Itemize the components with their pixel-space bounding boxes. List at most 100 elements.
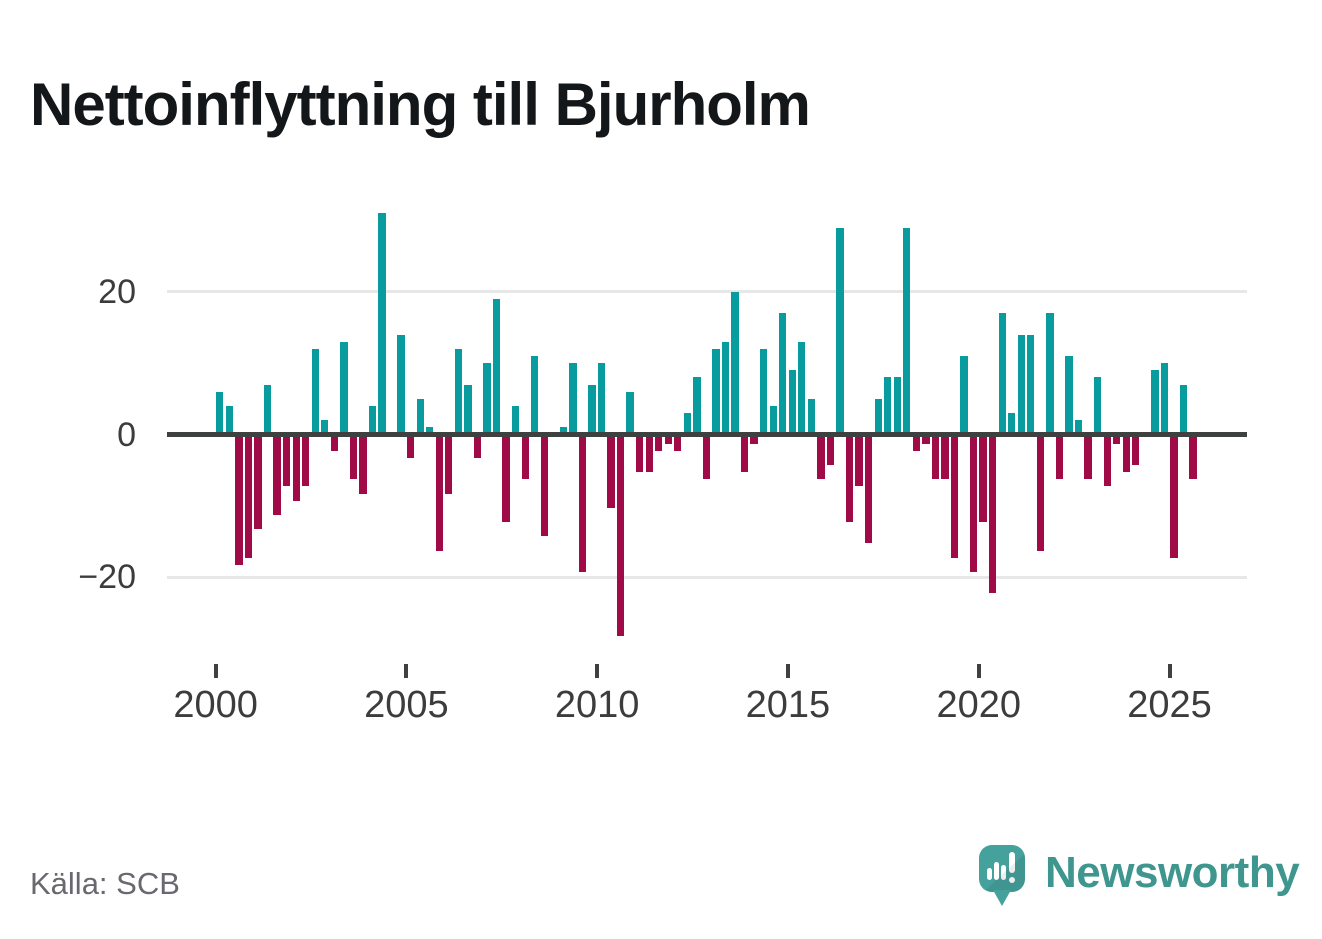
bar-2013-q3 [731, 291, 739, 437]
bar-2012-q2 [683, 413, 691, 437]
bar-2025-q2 [1179, 384, 1188, 437]
bar-2003-q1 [330, 434, 338, 451]
bar-2005-q3 [426, 427, 434, 437]
bar-2004-q1 [368, 405, 377, 437]
bar-2006-q4 [473, 434, 482, 458]
newsworthy-speech-bubble-chart-icon [979, 845, 1025, 892]
bar-2003-q4 [359, 434, 367, 494]
bar-2017-q2 [874, 398, 882, 437]
gridline--20 [167, 575, 1247, 579]
bar-2010-q2 [607, 434, 615, 508]
bar-2009-q4 [588, 384, 596, 437]
x-axis-label-2000: 2000 [173, 684, 258, 726]
bar-2001-q1 [254, 434, 262, 530]
bar-2021-q4 [1046, 313, 1054, 437]
bar-2017-q1 [864, 434, 873, 544]
y-axis-label-0: 0 [117, 415, 136, 454]
bar-2023-q4 [1122, 434, 1130, 473]
bar-2021-q3 [1036, 434, 1045, 551]
bar-2012-q4 [702, 434, 711, 480]
x-axis-label-2005: 2005 [364, 684, 449, 726]
bar-2012-q1 [674, 434, 682, 451]
bar-2024-q4 [1160, 363, 1169, 437]
bar-2022-q4 [1084, 434, 1092, 480]
bar-2003-q3 [349, 434, 358, 480]
bar-2016-q2 [836, 227, 844, 437]
x-axis-tick-2005 [404, 664, 409, 678]
newsworthy-wordmark: Newsworthy [1045, 848, 1300, 897]
bar-2011-q3 [655, 434, 663, 451]
bar-2015-q3 [807, 398, 816, 437]
bar-2017-q3 [884, 377, 892, 437]
y-axis-label-20: 20 [98, 272, 136, 311]
x-axis-label-2025: 2025 [1127, 684, 1212, 726]
bar-2020-q4 [1008, 413, 1016, 437]
bar-2008-q2 [531, 356, 539, 437]
bar-2024-q1 [1132, 434, 1140, 466]
logo-exclamation-icon [1008, 852, 1015, 873]
bar-2020-q2 [989, 434, 997, 594]
bar-2003-q2 [340, 341, 348, 437]
bar-2025-q3 [1189, 434, 1197, 480]
x-axis-tick-2000 [213, 664, 218, 678]
bar-2018-q4 [931, 434, 940, 480]
logo-bubble-tail [993, 890, 1011, 906]
x-axis-zero-line [167, 432, 1247, 437]
x-axis-tick-2020 [976, 664, 981, 678]
bar-2009-q2 [569, 363, 577, 437]
bar-2018-q1 [903, 227, 911, 437]
bar-2016-q3 [845, 434, 854, 523]
x-axis-tick-2025 [1167, 664, 1172, 678]
logo-bar-icon [986, 867, 992, 880]
x-axis-tick-2015 [785, 664, 790, 678]
bar-2012-q3 [693, 377, 701, 437]
bar-2000-q2 [225, 405, 234, 437]
bar-2022-q3 [1074, 420, 1083, 437]
bar-2001-q4 [282, 434, 291, 487]
y-axis-label-−20: −20 [78, 558, 136, 597]
bar-2015-q2 [798, 341, 806, 437]
bar-2002-q4 [321, 420, 329, 437]
bar-2010-q4 [626, 391, 634, 437]
bar-2011-q2 [645, 434, 653, 473]
bar-2022-q1 [1055, 434, 1064, 480]
bar-2023-q2 [1103, 434, 1111, 487]
bar-2023-q1 [1093, 377, 1102, 437]
bar-2004-q4 [397, 334, 405, 437]
bar-2008-q3 [540, 434, 548, 537]
bar-2019-q3 [960, 356, 968, 437]
bar-2002-q2 [302, 434, 310, 487]
bar-2022-q2 [1065, 356, 1073, 437]
logo-bar-icon [1000, 864, 1006, 880]
bar-2014-q3 [769, 405, 777, 437]
bar-2001-q2 [263, 384, 272, 437]
bar-2020-q1 [979, 434, 987, 523]
bar-2018-q3 [922, 434, 930, 444]
bar-2002-q3 [311, 348, 319, 437]
x-axis-label-2010: 2010 [554, 684, 640, 726]
bar-2015-q4 [817, 434, 825, 480]
bar-2025-q1 [1170, 434, 1178, 558]
bar-2014-q2 [760, 348, 768, 437]
bar-2006-q2 [454, 348, 463, 437]
bar-2021-q2 [1027, 334, 1035, 437]
bar-2021-q1 [1017, 334, 1025, 437]
newsworthy-logo: Newsworthy [979, 845, 1300, 915]
bar-2017-q4 [893, 377, 901, 437]
x-axis-tick-2010 [595, 664, 600, 678]
bar-2007-q3 [502, 434, 510, 523]
bar-2010-q3 [616, 434, 625, 637]
bar-2023-q3 [1113, 434, 1121, 444]
source-note: Källa: SCB [30, 866, 180, 901]
bar-2009-q3 [578, 434, 587, 572]
bar-2013-q4 [740, 434, 749, 473]
bar-2016-q4 [855, 434, 863, 487]
bar-2011-q1 [636, 434, 644, 473]
bar-2000-q3 [235, 434, 243, 565]
bar-2019-q1 [941, 434, 949, 480]
bar-2006-q3 [464, 384, 472, 437]
bar-2020-q3 [998, 313, 1006, 437]
bar-2002-q1 [292, 434, 300, 501]
bar-2007-q1 [483, 363, 491, 437]
bar-2011-q4 [664, 434, 672, 444]
